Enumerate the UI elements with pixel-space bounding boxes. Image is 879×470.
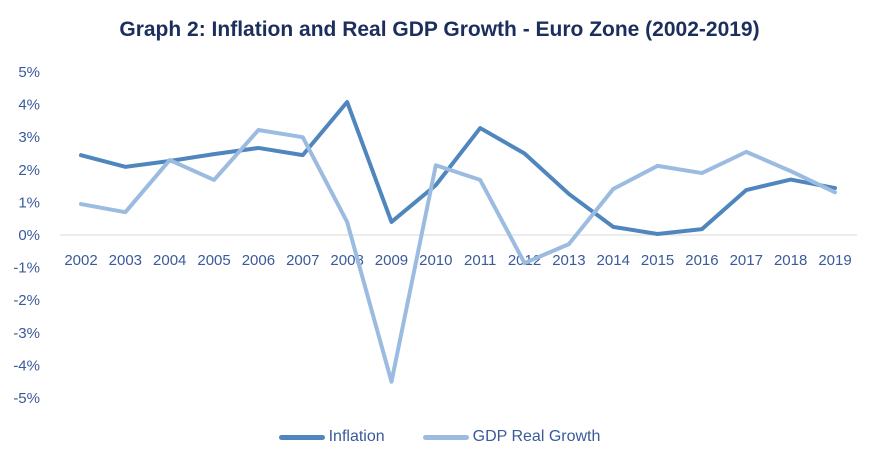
x-tick-label: 2011 (464, 252, 496, 269)
x-tick-label: 2018 (774, 252, 807, 269)
x-tick-label: 2017 (730, 252, 763, 269)
y-tick-label: 0% (18, 227, 40, 244)
y-tick-label: -5% (13, 390, 40, 407)
legend-label-inflation: Inflation (328, 428, 385, 445)
series-line-inflation (79, 99, 837, 237)
y-tick-label: -4% (13, 357, 40, 374)
legend-swatch-inflation (278, 434, 325, 440)
x-tick-label: 2010 (419, 252, 452, 269)
y-tick-label: -3% (13, 325, 40, 342)
y-tick-label: 3% (18, 129, 40, 146)
x-tick-label: 2002 (64, 252, 97, 269)
y-tick-label: 5% (18, 64, 40, 81)
legend-item-gdp: GDP Real Growth (422, 428, 601, 446)
x-tick-label: 2003 (109, 252, 142, 269)
x-tick-label: 2006 (242, 252, 275, 269)
x-tick-label: 2005 (197, 252, 230, 269)
y-tick-label: -2% (13, 292, 40, 309)
y-tick-label: 1% (18, 194, 40, 211)
x-tick-label: 2007 (286, 252, 319, 269)
x-tick-label: 2015 (641, 252, 674, 269)
legend-swatch-gdp (422, 434, 469, 440)
y-tick-label: -1% (13, 260, 40, 277)
x-tick-label: 2014 (597, 252, 630, 269)
x-tick-label: 2016 (685, 252, 718, 269)
x-tick-label: 2013 (552, 252, 585, 269)
legend: Inflation GDP Real Growth (0, 428, 879, 446)
series-line-gdp (79, 128, 837, 384)
y-tick-label: 2% (18, 162, 40, 179)
legend-item-inflation: Inflation (278, 428, 385, 446)
x-tick-label: 2004 (153, 252, 186, 269)
y-tick-label: 4% (18, 97, 40, 114)
legend-label-gdp: GDP Real Growth (472, 428, 601, 445)
chart-title: Graph 2: Inflation and Real GDP Growth -… (119, 18, 760, 41)
x-tick-label: 2009 (375, 252, 408, 269)
x-tick-label: 2019 (818, 252, 851, 269)
